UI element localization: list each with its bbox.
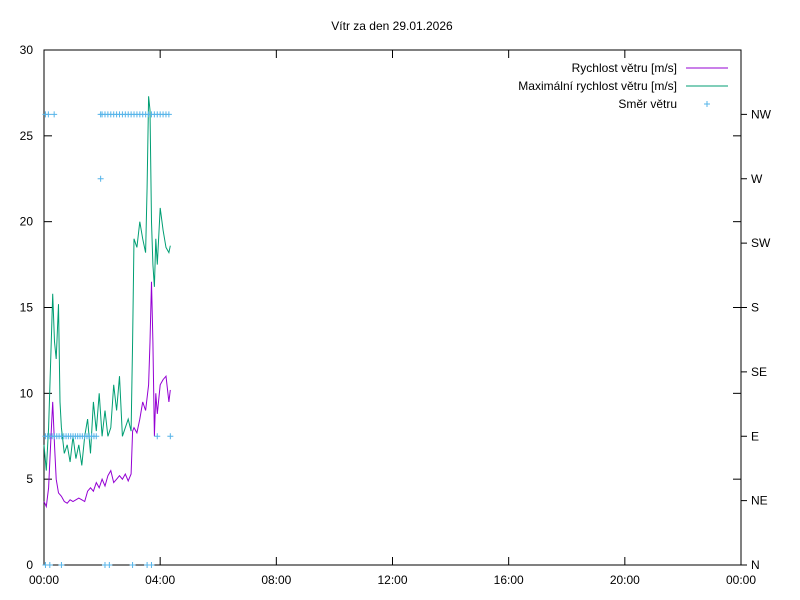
y2-tick-label: S — [751, 301, 759, 315]
y2-tick-label: SE — [751, 365, 767, 379]
series-3-point — [97, 175, 104, 182]
series-3-point — [165, 111, 172, 118]
chart-title: Vítr za den 29.01.2026 — [331, 19, 453, 33]
series-3-point — [46, 562, 53, 568]
series-3-point — [154, 433, 161, 440]
legend: Rychlost větru [m/s] Maximální rychlost v… — [518, 61, 728, 111]
y2-tick-label: W — [751, 172, 763, 186]
legend-label: Směr větru — [618, 97, 677, 111]
y-tick-label: 0 — [26, 558, 33, 572]
y2-tick-label: E — [751, 429, 759, 443]
series-3-point — [148, 562, 155, 568]
legend-label: Maximální rychlost větru [m/s] — [518, 79, 677, 93]
series-layer — [42, 96, 174, 568]
legend-swatch-point — [704, 101, 710, 107]
legend-label: Rychlost větru [m/s] — [572, 61, 677, 75]
y-tick-label: 20 — [20, 215, 34, 229]
y-tick-label: 25 — [20, 129, 34, 143]
y-tick-label: 5 — [26, 472, 33, 486]
x-tick-label: 12:00 — [377, 573, 407, 587]
series-3-point — [93, 433, 100, 440]
series-2-line — [43, 96, 171, 471]
x-tick-label: 00:00 — [726, 573, 756, 587]
x-tick-label: 20:00 — [610, 573, 640, 587]
y2-tick-label: N — [751, 558, 760, 572]
y-tick-label: 30 — [20, 43, 34, 57]
axis-ticks: 0 5 10 15 20 25 30 N NE E SE S SW W NW 00:00 04:00 08:00 1… — [20, 43, 772, 587]
y2-tick-label: SW — [751, 236, 771, 250]
y2-tick-label: NE — [751, 494, 768, 508]
x-tick-label: 16:00 — [494, 573, 524, 587]
series-3-point — [106, 562, 113, 568]
x-tick-label: 00:00 — [29, 573, 59, 587]
x-tick-label: 08:00 — [261, 573, 291, 587]
series-3-point — [51, 111, 58, 118]
y-tick-label: 10 — [20, 386, 34, 400]
series-3-point — [58, 562, 65, 568]
y-tick-label: 15 — [20, 301, 34, 315]
series-3-point — [45, 111, 52, 118]
x-tick-label: 04:00 — [145, 573, 175, 587]
series-3-point — [129, 562, 136, 568]
series-3-point — [167, 433, 174, 440]
y2-tick-label: NW — [751, 107, 772, 121]
series-1-line — [43, 281, 171, 509]
